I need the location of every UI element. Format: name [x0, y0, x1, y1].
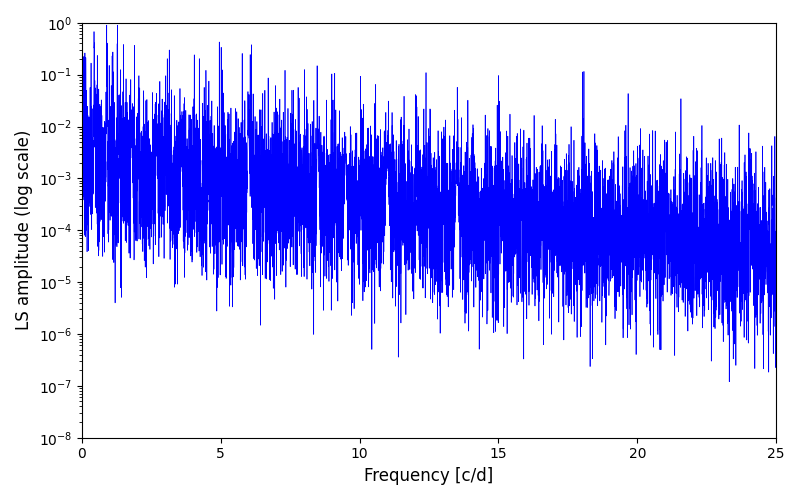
- Y-axis label: LS amplitude (log scale): LS amplitude (log scale): [15, 130, 33, 330]
- X-axis label: Frequency [c/d]: Frequency [c/d]: [364, 467, 494, 485]
